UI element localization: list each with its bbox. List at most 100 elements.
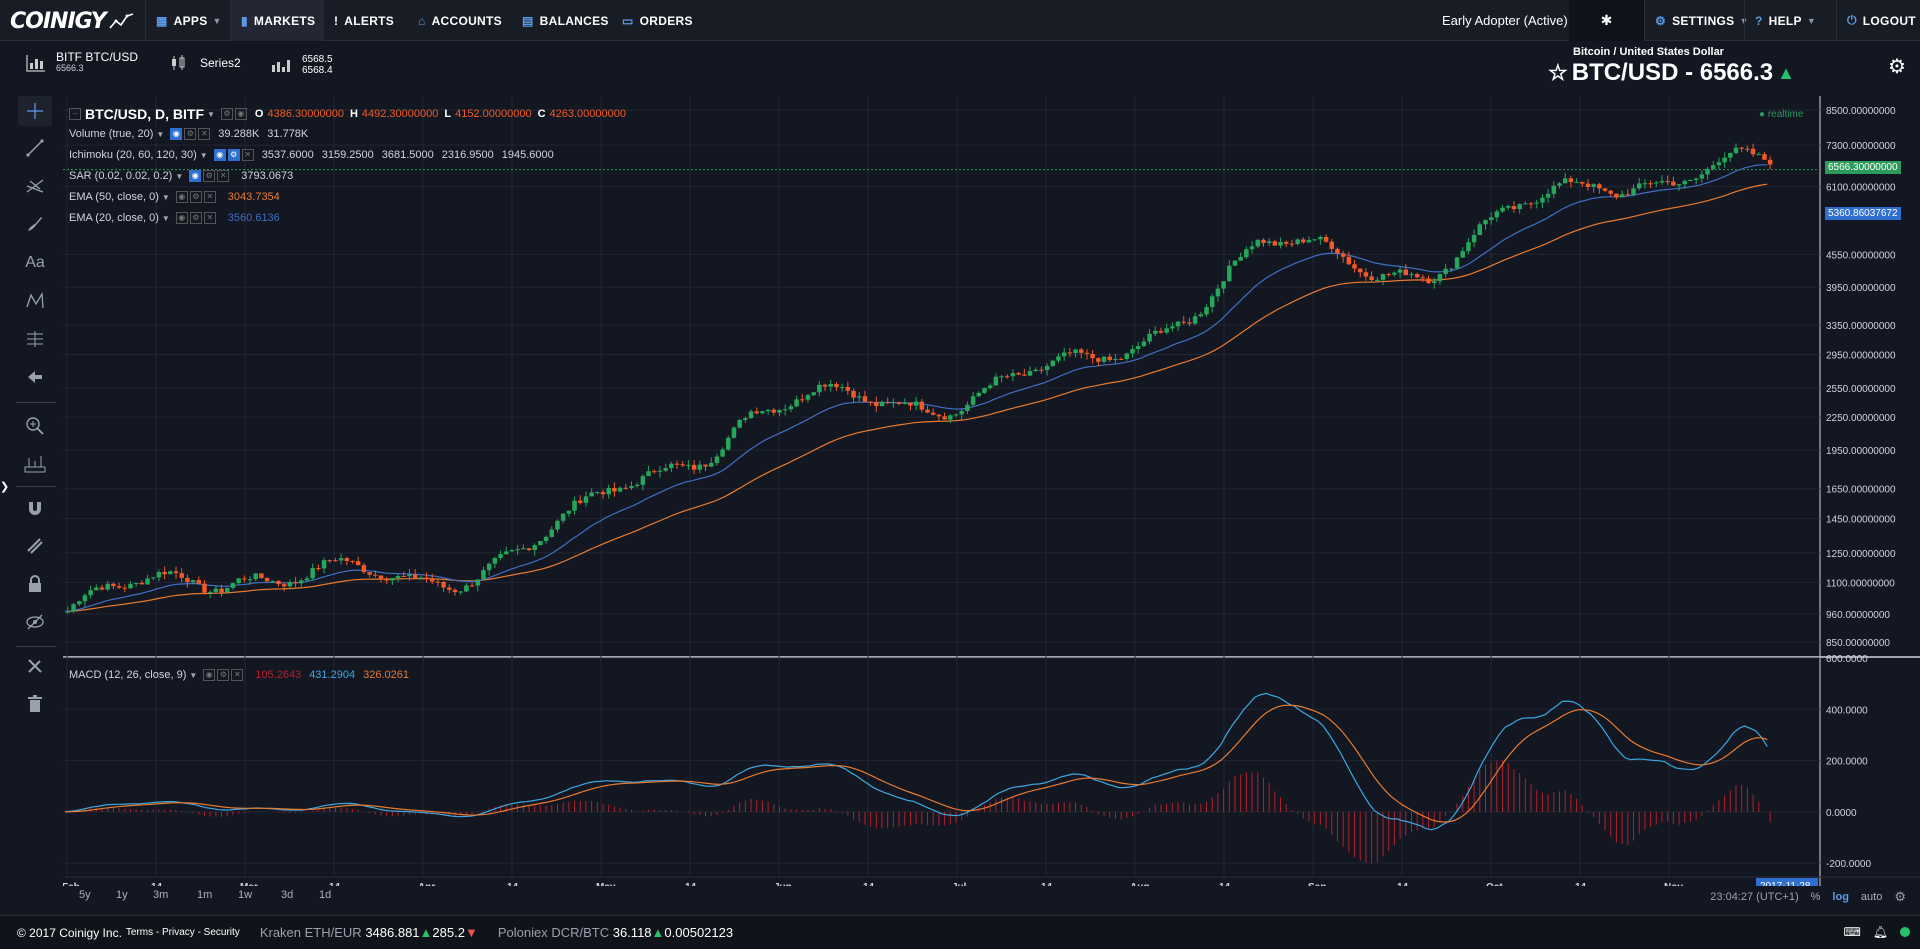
lock-tool[interactable] xyxy=(18,569,52,599)
nav-logout[interactable]: ⏻ LOGOUT xyxy=(1836,0,1920,41)
macd-legend[interactable]: MACD (12, 26, close, 9) ▼ ◉ ⚙ ✕ 105.2643 431… xyxy=(69,667,417,683)
chart-settings-gear-icon[interactable]: ⚙ xyxy=(1888,56,1906,78)
settings-icon[interactable]: ⚙ xyxy=(227,149,240,161)
bid-ask-display[interactable]: 6568.5 6568.4 xyxy=(271,54,333,76)
nav-settings[interactable]: ⚙ SETTINGS ▼ xyxy=(1644,0,1748,41)
close-icon[interactable]: ✕ xyxy=(231,669,244,681)
chevron-down-icon[interactable]: ▼ xyxy=(189,670,198,680)
ema20-legend[interactable]: EMA (20, close, 0) ▼ ◉ ⚙ ✕ 3560.6136 xyxy=(69,210,288,226)
symbol-tab-primary[interactable]: BITF BTC/USD 6566.3 xyxy=(26,51,138,74)
nav-markets[interactable]: ▮ MARKETS xyxy=(230,0,324,41)
ichimoku-legend[interactable]: Ichimoku (20, 60, 120, 30) ▼ ◉ ⚙ ✕ 3537.600… xyxy=(69,147,562,163)
ticker-kraken[interactable]: Kraken ETH/EUR 3486.881▲285.2▼ xyxy=(260,925,478,940)
eye-icon[interactable]: ◉ xyxy=(203,669,216,681)
chevron-down-icon[interactable]: ▼ xyxy=(161,192,170,202)
candle-body xyxy=(1722,157,1727,163)
nav-help[interactable]: ? HELP ▼ xyxy=(1744,0,1827,41)
range-1d-button[interactable]: 1d xyxy=(319,889,332,901)
range-1y-button[interactable]: 1y xyxy=(116,889,128,901)
hide-drawings-tool[interactable] xyxy=(18,607,52,637)
ticker-label: Poloniex DCR/BTC xyxy=(497,925,610,940)
gear-icon[interactable]: ⚙ xyxy=(1894,889,1906,904)
chevron-down-icon[interactable]: ▼ xyxy=(207,109,215,119)
chevron-down-icon[interactable]: ▼ xyxy=(161,213,170,223)
close-icon[interactable]: ✕ xyxy=(241,149,254,161)
close-icon[interactable]: ✕ xyxy=(203,191,216,203)
avatar[interactable]: ✱ xyxy=(1569,0,1644,41)
range-1w-button[interactable]: 1w xyxy=(238,889,253,901)
pattern-tool[interactable] xyxy=(18,286,52,316)
chevron-down-icon[interactable]: ▼ xyxy=(199,150,208,160)
keyboard-icon[interactable]: ⌨ xyxy=(1843,925,1861,939)
prediction-tool[interactable] xyxy=(18,324,52,354)
text-tool[interactable]: Aa xyxy=(18,248,52,278)
collapse-icon[interactable]: – xyxy=(69,108,81,120)
close-value: 4263.00000000 xyxy=(549,108,626,120)
nav-accounts[interactable]: ⌂ ACCOUNTS xyxy=(408,0,512,41)
main-series-legend[interactable]: – BTC/USD, D, BITF ▼ ⚙ ◉ O 4386.30000000 H… xyxy=(69,106,626,122)
candle-body xyxy=(634,484,640,487)
auto-scale-button[interactable]: auto xyxy=(1860,891,1883,903)
tools-settings[interactable] xyxy=(18,651,52,681)
user-status[interactable]: Early Adopter (Active) xyxy=(1442,13,1568,28)
settings-icon[interactable]: ⚙ xyxy=(189,191,202,203)
chevron-down-icon[interactable]: ▼ xyxy=(156,129,165,139)
nav-alerts[interactable]: ! ALERTS xyxy=(324,0,404,41)
settings-icon[interactable]: ⚙ xyxy=(184,128,197,140)
range-1m-button[interactable]: 1m xyxy=(197,889,213,901)
price-chart[interactable]: 8500.00000000 7300.00000000 6100.00000000 4… xyxy=(63,96,1920,886)
log-scale-button[interactable]: log xyxy=(1832,891,1849,903)
left-panel-toggle-icon[interactable]: ❯ xyxy=(0,481,10,493)
eye-icon[interactable]: ◉ xyxy=(189,170,202,182)
close-icon[interactable]: ✕ xyxy=(203,212,216,224)
brush-tool[interactable] xyxy=(18,209,52,239)
footer-links[interactable]: Terms - Privacy - Security xyxy=(125,927,240,938)
candle-body xyxy=(1249,246,1255,250)
candle-body xyxy=(999,376,1004,378)
settings-icon[interactable]: ⚙ xyxy=(217,669,230,681)
ema50-legend[interactable]: EMA (50, close, 0) ▼ ◉ ⚙ ✕ 3043.7354 xyxy=(69,189,288,205)
zoom-tool[interactable] xyxy=(18,411,52,441)
candle-body xyxy=(1033,369,1038,372)
favorite-star-icon[interactable]: ☆ xyxy=(1548,60,1568,85)
trendline-tool[interactable] xyxy=(18,133,52,163)
nav-balances[interactable]: ▤ BALANCES xyxy=(512,0,612,41)
nav-apps[interactable]: ▦ APPS ▼ xyxy=(145,0,230,41)
eye-icon[interactable]: ◉ xyxy=(213,149,226,161)
scale-controls: 23:04:27 (UTC+1) % log auto ⚙ xyxy=(1710,889,1906,905)
series-style-button[interactable]: Series2 xyxy=(170,54,241,72)
range-5y-button[interactable]: 5y xyxy=(79,889,91,901)
ticker-poloniex[interactable]: Poloniex DCR/BTC 36.118▲0.00502123 xyxy=(498,925,733,940)
volume-legend[interactable]: Volume (true, 20) ▼ ◉ ⚙ ✕ 39.288K 31.778K xyxy=(69,126,316,142)
eye-icon[interactable]: ◉ xyxy=(175,212,188,224)
close-icon[interactable]: ✕ xyxy=(198,128,211,140)
fib-tool[interactable] xyxy=(18,171,52,201)
bell-icon[interactable]: 🔔︎ xyxy=(1872,925,1888,939)
settings-icon[interactable]: ⚙ xyxy=(189,212,202,224)
range-3m-button[interactable]: 3m xyxy=(153,889,169,901)
coinigy-logo[interactable]: COINIGY xyxy=(10,6,135,36)
magnet-tool[interactable] xyxy=(18,493,52,523)
candle-body xyxy=(407,574,412,577)
eye-icon[interactable]: ◉ xyxy=(170,128,183,140)
chart-canvas[interactable]: 8500.00000000 7300.00000000 6100.00000000 4… xyxy=(63,96,1920,886)
percent-scale-button[interactable]: % xyxy=(1810,891,1821,903)
eye-icon[interactable]: ◉ xyxy=(175,191,188,203)
measure-tool[interactable] xyxy=(18,449,52,479)
realtime-indicator: ● realtime xyxy=(1759,109,1804,120)
arrow-tool[interactable] xyxy=(18,362,52,392)
close-icon[interactable]: ✕ xyxy=(217,170,230,182)
range-3d-button[interactable]: 3d xyxy=(281,889,294,901)
chevron-down-icon[interactable]: ▼ xyxy=(175,171,184,181)
remove-drawings[interactable] xyxy=(18,689,52,719)
crosshair-tool[interactable] xyxy=(18,96,52,126)
time-axis-label: Nov xyxy=(1664,882,1683,886)
settings-icon[interactable]: ⚙ xyxy=(220,108,233,120)
candle-body xyxy=(1545,193,1551,198)
sar-legend[interactable]: SAR (0.02, 0.02, 0.2) ▼ ◉ ⚙ ✕ 3793.0673 xyxy=(69,168,301,184)
eye-icon[interactable]: ◉ xyxy=(234,108,247,120)
settings-icon[interactable]: ⚙ xyxy=(203,170,216,182)
nav-orders[interactable]: ▭ ORDERS xyxy=(612,0,707,41)
stay-drawing-tool[interactable] xyxy=(18,531,52,561)
candle-body xyxy=(583,496,589,503)
